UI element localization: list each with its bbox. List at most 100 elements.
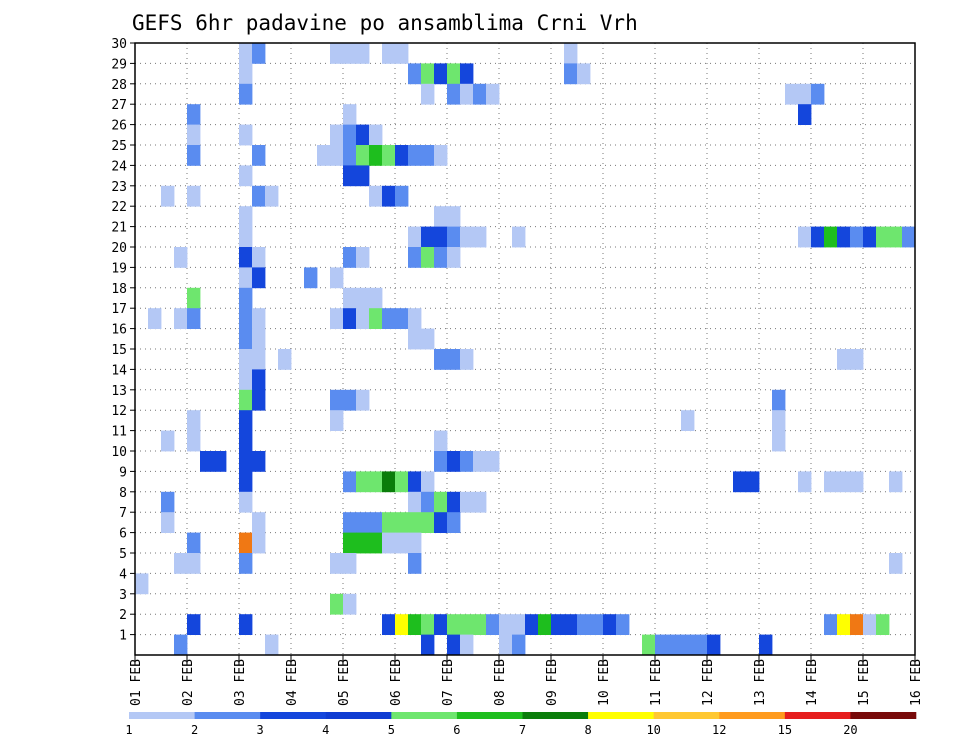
heatmap-cell <box>434 451 448 472</box>
heatmap-cell <box>239 124 253 146</box>
y-tick-label: 18 <box>111 282 127 297</box>
heatmap-cell <box>187 614 201 635</box>
heatmap-cell <box>434 145 448 166</box>
colorbar-label: 15 <box>778 723 792 737</box>
x-tick-label: 06 FEB <box>389 659 404 706</box>
heatmap-cell <box>733 471 747 493</box>
heatmap-cell <box>239 63 253 85</box>
colorbar-label: 5 <box>388 723 395 737</box>
heatmap-cell <box>356 247 370 268</box>
heatmap-cell <box>512 226 526 248</box>
heatmap-cell <box>148 308 162 329</box>
heatmap-cell <box>356 471 370 493</box>
heatmap-cell <box>239 287 253 309</box>
y-tick-label: 27 <box>111 98 127 113</box>
heatmap-cell <box>655 634 669 656</box>
heatmap-cell <box>252 512 266 533</box>
heatmap-cell <box>343 593 357 615</box>
heatmap-cell <box>772 410 786 431</box>
heatmap-cell <box>252 532 266 554</box>
heatmap-cell <box>525 614 539 635</box>
x-tick-label: 11 FEB <box>649 659 664 706</box>
heatmap-cell <box>421 471 435 493</box>
heatmap-cell <box>460 614 474 635</box>
heatmap-cell <box>447 206 461 227</box>
heatmap-cell <box>343 43 357 64</box>
heatmap-cell <box>759 634 773 656</box>
heatmap-cell <box>239 308 253 329</box>
heatmap-cell <box>239 206 253 227</box>
x-tick-label: 07 FEB <box>441 659 456 706</box>
heatmap-cell <box>811 226 825 248</box>
heatmap-cell <box>252 185 266 207</box>
heatmap-cell <box>408 471 422 493</box>
heatmap-cell <box>382 185 396 207</box>
heatmap-cell <box>369 512 383 533</box>
heatmap-cell <box>239 451 253 472</box>
heatmap-cell <box>564 614 578 635</box>
y-tick-label: 21 <box>111 221 127 236</box>
heatmap-cell <box>356 512 370 533</box>
y-tick-label: 5 <box>119 547 127 562</box>
heatmap-cell <box>265 185 279 207</box>
heatmap-cell <box>473 83 487 105</box>
heatmap-cell <box>239 43 253 64</box>
heatmap-cell <box>161 491 175 513</box>
x-tick-label: 16 FEB <box>909 659 924 706</box>
y-tick-label: 3 <box>119 588 127 603</box>
heatmap-cell <box>356 43 370 64</box>
heatmap-cell <box>434 349 448 370</box>
y-tick-label: 11 <box>111 425 127 440</box>
heatmap-cell <box>460 349 474 370</box>
heatmap-cell <box>187 430 201 452</box>
heatmap-cell <box>421 226 435 248</box>
heatmap-cell <box>408 614 422 635</box>
heatmap-cell <box>343 247 357 268</box>
x-tick-label: 10 FEB <box>597 659 612 706</box>
heatmap-cell <box>174 247 188 268</box>
heatmap-cell <box>616 614 630 635</box>
heatmap-cell <box>330 124 344 146</box>
heatmap-cell <box>421 512 435 533</box>
heatmap-cell <box>421 491 435 513</box>
heatmap-cell <box>447 349 461 370</box>
colorbar-swatch <box>194 712 261 719</box>
x-tick-label: 04 FEB <box>285 659 300 706</box>
heatmap-cell <box>382 471 396 493</box>
heatmap-cell <box>603 614 617 635</box>
colorbar-swatch <box>129 712 195 719</box>
heatmap-cell <box>343 389 357 411</box>
heatmap-cell <box>486 83 500 105</box>
heatmap-cell <box>330 410 344 431</box>
heatmap-cell <box>356 389 370 411</box>
heatmap-cell <box>408 328 422 350</box>
heatmap-cell <box>460 491 474 513</box>
heatmap-cell <box>252 145 266 166</box>
y-tick-label: 17 <box>111 302 127 317</box>
heatmap-cell <box>395 471 409 493</box>
heatmap-cell <box>343 124 357 146</box>
y-tick-label: 7 <box>119 506 127 521</box>
heatmap-cell <box>252 369 266 391</box>
heatmap-cell <box>187 145 201 166</box>
heatmap-cell <box>382 308 396 329</box>
heatmap-cell <box>278 349 292 370</box>
heatmap-cell <box>551 614 565 635</box>
heatmap-cell <box>239 165 253 187</box>
heatmap-cell <box>187 308 201 329</box>
colorbar-label: 1 <box>125 723 132 737</box>
heatmap-cell <box>395 43 409 64</box>
heatmap-cell <box>356 165 370 187</box>
x-axis: 01 FEB 02 FEB 03 FEB 04 FEB 05 FEB 06 FEB 07 F… <box>129 655 924 706</box>
colorbar-label: 6 <box>453 723 460 737</box>
heatmap-cell <box>239 471 253 493</box>
heatmap-cell <box>213 451 227 472</box>
heatmap-cell <box>395 532 409 554</box>
x-tick-label: 14 FEB <box>805 659 820 706</box>
heatmap-cell <box>447 491 461 513</box>
heatmap-cells <box>135 43 916 656</box>
heatmap-cell <box>239 389 253 411</box>
heatmap-cell <box>421 83 435 105</box>
heatmap-cell <box>577 63 591 85</box>
heatmap-cell <box>824 614 838 635</box>
